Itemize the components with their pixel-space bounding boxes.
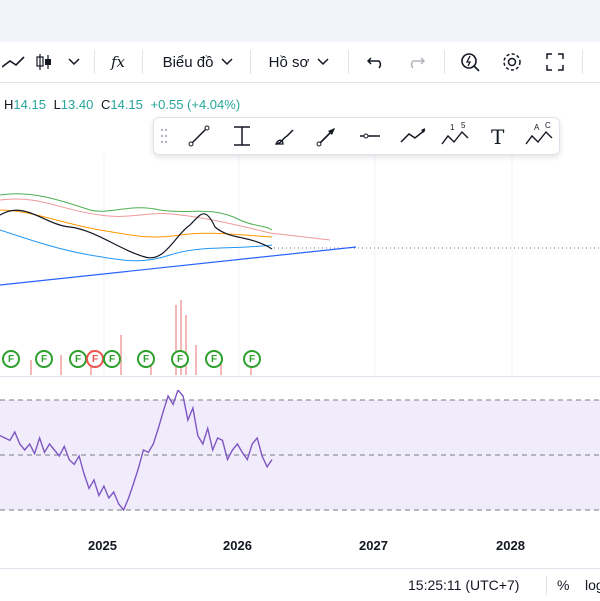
gear-icon[interactable] [498, 48, 526, 76]
close-value: 14.15 [110, 97, 143, 112]
log-toggle[interactable]: log [585, 577, 600, 593]
chevron-down-icon[interactable] [62, 48, 86, 76]
change-value: +0.55 (+4.04%) [150, 97, 241, 112]
earnings-marker[interactable]: F [35, 350, 53, 368]
earnings-marker[interactable]: F [137, 350, 155, 368]
brush-icon[interactable] [270, 122, 300, 150]
ohlc-legend: H14.15 L13.40 C14.15 +0.55 (+4.04%) [4, 97, 240, 112]
text-tool-mark: T [491, 125, 505, 148]
earnings-marker[interactable]: F [69, 350, 87, 368]
status-bar: 15:25:11 (UTC+7) % log [0, 568, 600, 601]
drawing-toolbar: 1 5 T A C [153, 117, 560, 155]
redo-icon[interactable] [402, 48, 430, 76]
status-divider [546, 575, 547, 595]
earnings-marker[interactable]: F [103, 350, 121, 368]
chart-menu-button[interactable]: Biểu đồ [162, 53, 214, 71]
rsi-line [0, 390, 273, 512]
indicators-button[interactable]: fx [110, 53, 125, 71]
clock[interactable]: 15:25:11 (UTC+7) [408, 577, 520, 593]
toolbar-divider [444, 50, 445, 74]
elliott-mark-5: 5 [461, 122, 466, 130]
low-label: L [53, 97, 61, 112]
ichimoku-cloud-line [0, 198, 331, 241]
elliott-mark-1: 1 [450, 123, 455, 132]
moving-average [0, 209, 273, 238]
time-axis-label: 2027 [359, 538, 388, 553]
drag-handle-icon[interactable] [160, 127, 168, 145]
trend-line-icon[interactable] [184, 122, 214, 150]
low-value: 13.40 [60, 97, 94, 112]
close-label: C [100, 97, 111, 112]
earnings-marker[interactable]: F [205, 350, 223, 368]
toolbar-divider [142, 50, 143, 74]
profile-menu-button[interactable]: Hồ sơ [268, 53, 310, 71]
earnings-marker[interactable]: F [2, 350, 20, 368]
abcd-mark-c: C [545, 122, 551, 130]
toolbar-divider [250, 50, 251, 74]
time-axis-label: 2026 [223, 538, 252, 553]
browser-top-bar [0, 0, 600, 42]
percent-toggle[interactable]: % [557, 577, 570, 593]
quick-search-icon[interactable] [456, 48, 484, 76]
toolbar-divider [94, 50, 95, 74]
abcd-mark-a: A [534, 123, 540, 132]
bollinger-lower [0, 229, 273, 262]
trend-line[interactable] [0, 246, 357, 286]
price-range-icon[interactable] [227, 122, 257, 150]
undo-icon[interactable] [362, 48, 390, 76]
text-tool-icon[interactable]: T [483, 122, 513, 150]
path-icon[interactable] [398, 122, 428, 150]
horizontal-line-icon[interactable] [355, 122, 385, 150]
high-value: 14.15 [13, 97, 46, 112]
earnings-marker[interactable]: F [171, 350, 189, 368]
chevron-down-icon[interactable] [218, 48, 236, 76]
price-chart[interactable] [0, 155, 600, 375]
chart-toolbar: fx Biểu đồ Hồ sơ [0, 42, 600, 83]
toolbar-divider [582, 50, 583, 74]
abcd-pattern-icon[interactable]: A C [524, 122, 554, 150]
price-candles [0, 209, 273, 259]
rsi-chart[interactable] [0, 390, 600, 520]
candlestick-icon[interactable] [30, 48, 58, 76]
earnings-marker[interactable]: F [243, 350, 261, 368]
arrow-icon[interactable] [312, 122, 342, 150]
bollinger-upper [0, 193, 273, 231]
toolbar-divider [348, 50, 349, 74]
earnings-marker[interactable]: F [86, 350, 104, 368]
time-axis-label: 2025 [88, 538, 117, 553]
pane-divider [0, 376, 600, 377]
fullscreen-icon[interactable] [541, 48, 569, 76]
chevron-down-icon[interactable] [314, 48, 332, 76]
high-label: H [4, 97, 14, 112]
elliott-wave-icon[interactable]: 1 5 [440, 122, 470, 150]
line-chart-icon[interactable] [0, 48, 28, 76]
time-axis-label: 2028 [496, 538, 525, 553]
